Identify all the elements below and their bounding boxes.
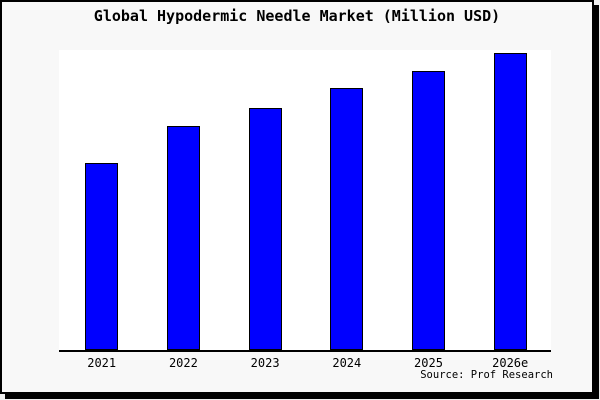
chart-title: Global Hypodermic Needle Market (Million… [93,7,501,25]
bar-2022 [166,126,200,350]
bar-2026e [493,53,527,350]
source-note: Source: Prof Research [420,369,553,381]
chart-frame: Global Hypodermic Needle Market (Million… [0,0,594,394]
x-tick-label-2025: 2025 [414,356,443,370]
bar-2023 [248,108,282,350]
x-tick-label-2021: 2021 [87,356,117,370]
bar-2021 [85,163,119,350]
x-tick-label-2023: 2023 [250,356,280,370]
x-tick-label-2022: 2022 [168,356,198,370]
bar-2025 [412,71,445,350]
plot-area [59,50,551,352]
bar-2024 [330,88,364,350]
x-tick-label-2026e: 2026e [492,356,529,370]
x-tick-label-2024: 2024 [332,356,362,370]
